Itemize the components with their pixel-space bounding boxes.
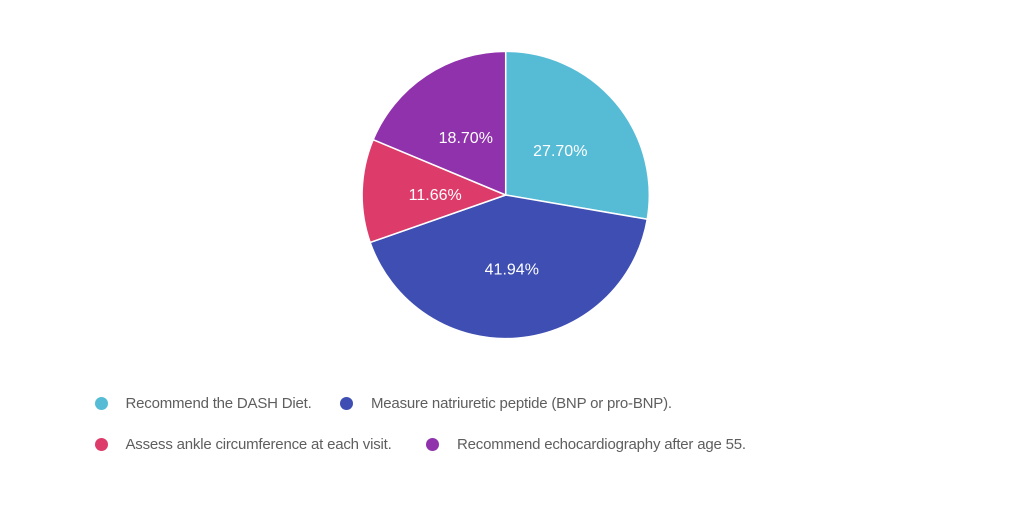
svg-text:41.94%: 41.94% [485,261,539,278]
svg-text:18.70%: 18.70% [439,130,493,147]
svg-text:27.70%: 27.70% [533,143,587,160]
svg-text:11.66%: 11.66% [409,187,462,204]
